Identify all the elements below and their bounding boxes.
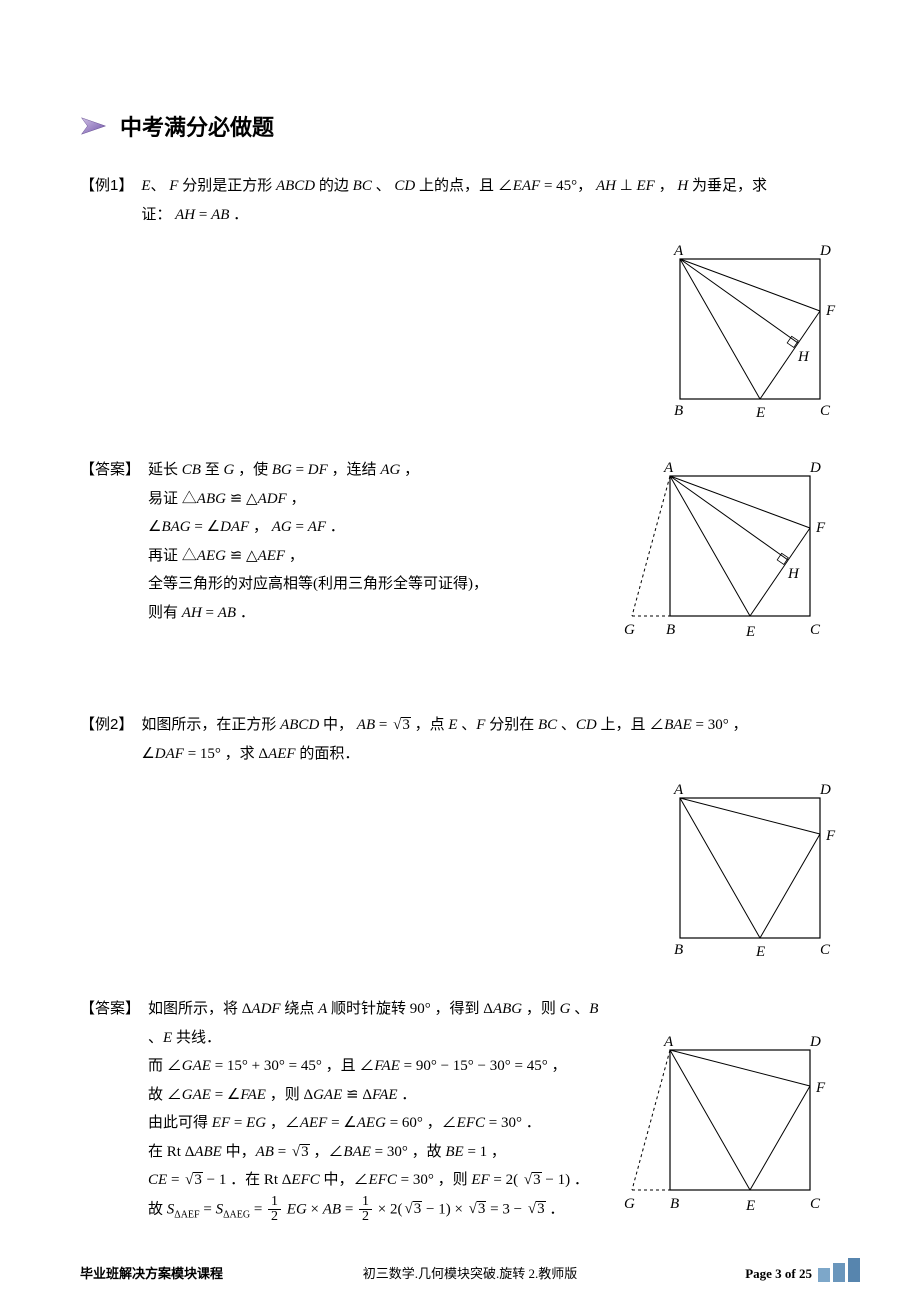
example-2: 【例2】 如图所示，在正方形 ABCD 中， AB = 3 ，点 E 、F 分别… — [80, 711, 840, 1225]
ex2-figure-2: A D B C E F G — [620, 1030, 840, 1225]
svg-text:A: A — [663, 460, 674, 476]
svg-text:C: C — [820, 403, 831, 419]
footer-center: 初三数学.几何模块突破.旋转 2.教师版 — [363, 1263, 578, 1282]
svg-text:H: H — [787, 566, 800, 582]
svg-text:C: C — [810, 622, 821, 638]
svg-text:A: A — [673, 243, 684, 259]
svg-text:F: F — [815, 1080, 826, 1096]
svg-text:A: A — [673, 782, 684, 798]
svg-text:G: G — [624, 622, 635, 638]
svg-text:D: D — [819, 782, 831, 798]
ex2-label: 【例2】 — [80, 711, 133, 740]
footer-left: 毕业班解决方案模块课程 — [80, 1263, 223, 1282]
arrow-icon — [80, 113, 110, 139]
ex2-answer: 【答案】 如图所示，将 ΔADF 绕点 A 顺时针旋转 90° ，得到 ΔABG… — [80, 995, 840, 1225]
svg-text:C: C — [820, 942, 831, 958]
footer-bars-icon — [818, 1258, 860, 1282]
svg-text:D: D — [819, 243, 831, 259]
svg-text:G: G — [624, 1196, 635, 1212]
ans1-body: 延长 CB 至 G ，使 BG = DF ，连结 AG ， 易证 △ABG ≌ … — [148, 456, 604, 627]
page-footer: 毕业班解决方案模块课程 初三数学.几何模块突破.旋转 2.教师版 Page 3 … — [80, 1252, 860, 1282]
ans2-label: 【答案】 — [80, 995, 140, 1024]
svg-text:B: B — [666, 622, 675, 638]
svg-text:E: E — [745, 624, 755, 640]
ans1-label: 【答案】 — [80, 456, 140, 485]
svg-text:A: A — [663, 1034, 674, 1050]
svg-text:D: D — [809, 1034, 821, 1050]
svg-text:E: E — [755, 944, 765, 960]
ex1-answer: 【答案】 延长 CB 至 G ，使 BG = DF ，连结 AG ， 易证 △A… — [80, 456, 840, 651]
svg-text:F: F — [825, 303, 836, 319]
footer-right: Page 3 of 25 — [745, 1258, 860, 1282]
section-title: 中考满分必做题 — [120, 110, 274, 142]
svg-text:F: F — [815, 520, 826, 536]
svg-text:B: B — [674, 942, 683, 958]
ex1-label: 【例1】 — [80, 172, 133, 201]
svg-text:E: E — [755, 405, 765, 421]
ex1-figure-2: A D B C E F H G — [620, 456, 840, 651]
svg-text:F: F — [825, 828, 836, 844]
ex2-body: 如图所示，在正方形 ABCD 中， AB = 3 ，点 E 、F 分别在 BC … — [141, 711, 840, 768]
ex2-figure-1: A D B C E F — [80, 778, 840, 973]
page-number: Page 3 of 25 — [745, 1266, 812, 1282]
ans2-body: 如图所示，将 ΔADF 绕点 A 顺时针旋转 90° ，得到 ΔABG ，则 G… — [148, 995, 604, 1225]
svg-text:B: B — [670, 1196, 679, 1212]
svg-text:B: B — [674, 403, 683, 419]
ex1-body: E、 F 分别是正方形 ABCD 的边 BC 、 CD 上的点，且 ∠EAF =… — [141, 172, 840, 229]
example-1: 【例1】 E、 F 分别是正方形 ABCD 的边 BC 、 CD 上的点，且 ∠… — [80, 172, 840, 651]
svg-text:D: D — [809, 460, 821, 476]
ex1-figure-1: A D B C E F H — [80, 239, 840, 434]
svg-text:C: C — [810, 1196, 821, 1212]
section-header: 中考满分必做题 — [80, 110, 840, 142]
svg-text:E: E — [745, 1198, 755, 1214]
svg-text:H: H — [797, 349, 810, 365]
